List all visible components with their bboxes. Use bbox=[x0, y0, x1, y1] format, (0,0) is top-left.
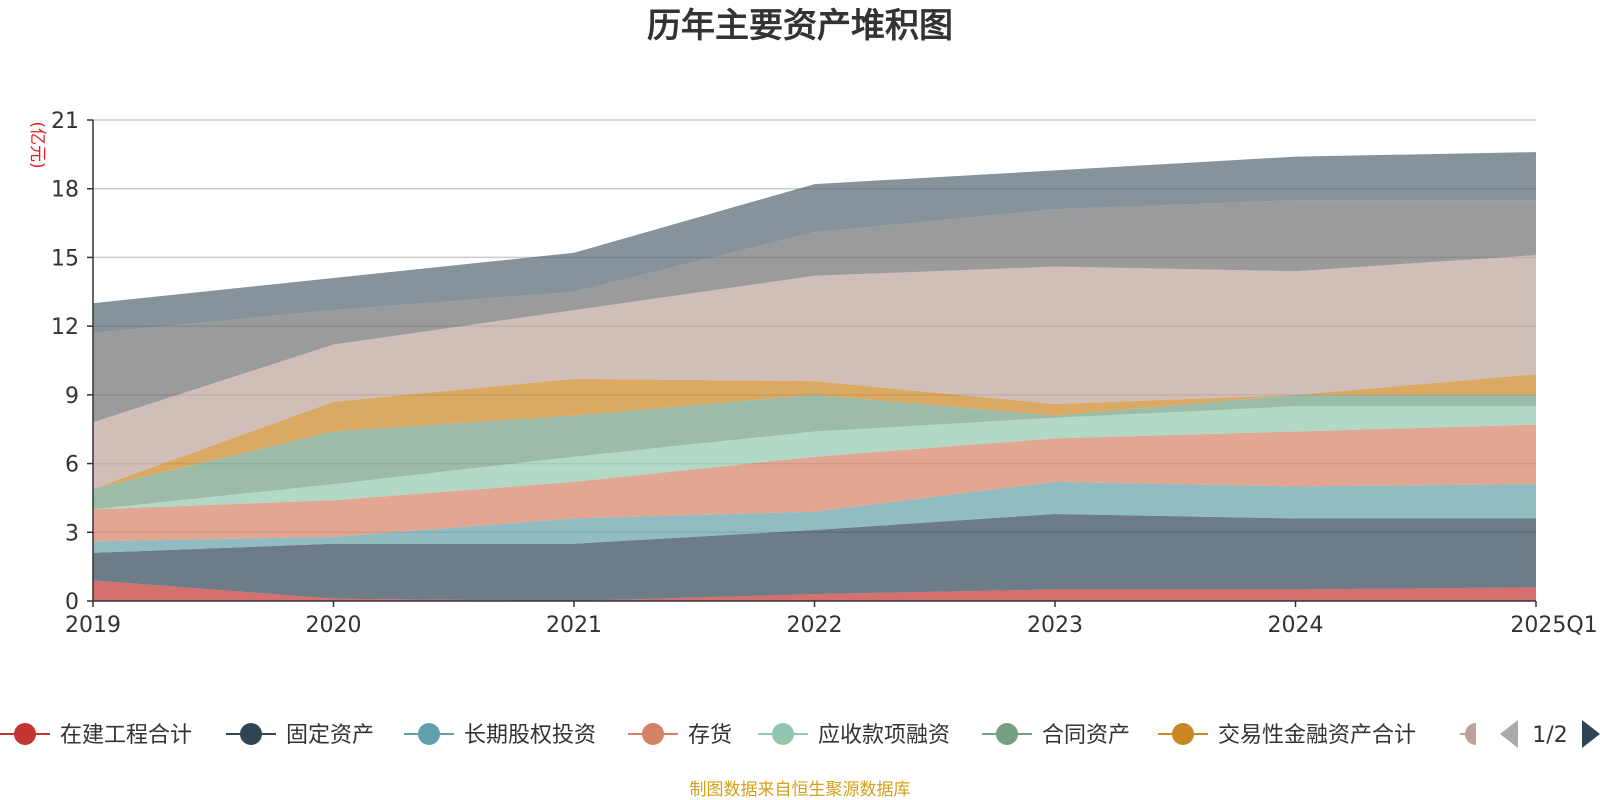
legend-marker bbox=[240, 723, 262, 745]
x-tick-label: 2020 bbox=[306, 613, 362, 638]
area-0 bbox=[93, 580, 1536, 601]
legend-marker bbox=[14, 723, 36, 745]
legend-marker-partial bbox=[1465, 723, 1476, 745]
legend-item[interactable]: 在建工程合计 bbox=[0, 723, 192, 748]
legend-page-indicator: 1/2 bbox=[1532, 723, 1567, 748]
y-tick-label: 9 bbox=[65, 384, 79, 409]
legend-label: 合同资产 bbox=[1042, 723, 1130, 748]
area-1 bbox=[93, 514, 1536, 601]
data-source-note: 制图数据来自恒生聚源数据库 bbox=[690, 780, 911, 800]
legend-label: 长期股权投资 bbox=[464, 723, 596, 748]
legend-item[interactable]: 长期股权投资 bbox=[404, 723, 596, 748]
legend-next-icon[interactable] bbox=[1582, 720, 1600, 748]
y-tick-label: 3 bbox=[65, 521, 79, 546]
area-9 bbox=[93, 152, 1536, 333]
y-tick-label: 15 bbox=[51, 246, 79, 271]
area-5 bbox=[93, 394, 1536, 510]
y-axis-label: (亿元) bbox=[27, 121, 47, 168]
x-tick-label: 2025Q1 bbox=[1510, 613, 1597, 638]
legend-label: 交易性金融资产合计 bbox=[1218, 723, 1416, 748]
area-6 bbox=[93, 374, 1536, 489]
axes: 0 3 6 9 12 15 18 21 2019 2020 2021 2022 2023 2024 2025… bbox=[51, 109, 1598, 638]
legend-prev-icon[interactable] bbox=[1500, 720, 1518, 748]
area-7 bbox=[93, 255, 1536, 489]
area-8 bbox=[93, 200, 1536, 423]
legend-item[interactable]: 固定资产 bbox=[226, 723, 374, 748]
legend-label: 存货 bbox=[688, 723, 732, 748]
x-tick-label: 2023 bbox=[1027, 613, 1083, 638]
legend-label: 固定资产 bbox=[286, 723, 374, 748]
legend-label: 在建工程合计 bbox=[60, 723, 192, 748]
legend-item[interactable]: 应收款项融资 bbox=[758, 723, 950, 748]
legend-marker bbox=[1172, 723, 1194, 745]
y-tick-label: 0 bbox=[65, 590, 79, 615]
x-tick-label: 2021 bbox=[546, 613, 602, 638]
y-tick-label: 21 bbox=[51, 109, 79, 134]
x-tick-label: 2022 bbox=[787, 613, 843, 638]
y-tick-label: 12 bbox=[51, 315, 79, 340]
legend-item[interactable]: 存货 bbox=[628, 723, 732, 748]
chart-title: 历年主要资产堆积图 bbox=[647, 6, 953, 46]
x-tick-label: 2019 bbox=[65, 613, 121, 638]
legend-item[interactable]: 合同资产 bbox=[982, 723, 1130, 748]
x-tick-label: 2024 bbox=[1268, 613, 1324, 638]
area-2 bbox=[93, 481, 1536, 553]
area-3 bbox=[93, 424, 1536, 542]
y-tick-label: 18 bbox=[51, 178, 79, 203]
area-series bbox=[93, 152, 1536, 601]
legend-marker bbox=[772, 723, 794, 745]
legend-marker bbox=[418, 723, 440, 745]
legend-label: 应收款项融资 bbox=[818, 723, 950, 748]
y-tick-label: 6 bbox=[65, 453, 79, 478]
legend-marker bbox=[996, 723, 1018, 745]
legend-marker bbox=[642, 723, 664, 745]
legend-item[interactable]: 交易性金融资产合计 bbox=[1158, 723, 1416, 748]
area-4 bbox=[93, 406, 1536, 510]
legend[interactable]: 在建工程合计 固定资产 长期股权投资 存货 应收款项融资 合同资产 交易性金融资产合计 bbox=[0, 723, 1476, 748]
